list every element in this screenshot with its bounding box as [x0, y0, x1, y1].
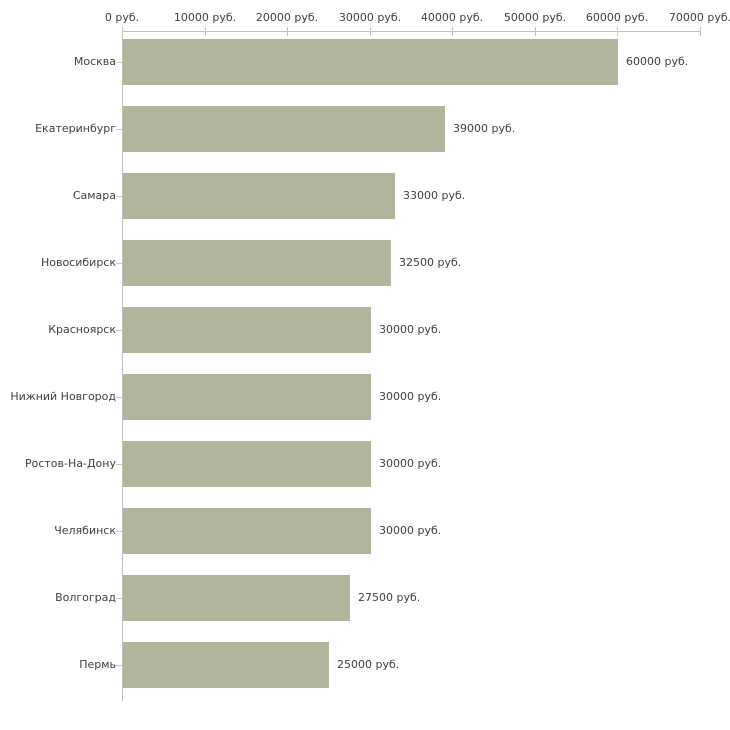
- category-label: Пермь: [79, 658, 116, 671]
- category-label: Москва: [73, 55, 116, 68]
- x-axis-tick-label: 70000 руб.: [668, 11, 730, 24]
- bar-value-label: 32500 руб.: [399, 256, 462, 269]
- bar-value-label: 30000 руб.: [379, 524, 442, 537]
- y-axis-tick: [116, 62, 122, 63]
- bar: [123, 307, 371, 353]
- bar: [123, 642, 329, 688]
- category-label: Ростов-На-Дону: [24, 457, 116, 470]
- y-axis-tick: [116, 665, 122, 666]
- x-axis-tick-label: 20000 руб.: [255, 11, 319, 24]
- bar: [123, 441, 371, 487]
- category-label: Нижний Новгород: [10, 390, 116, 403]
- bar: [123, 240, 391, 286]
- bar-value-label: 30000 руб.: [379, 323, 442, 336]
- bar: [123, 173, 395, 219]
- y-axis-tick: [116, 330, 122, 331]
- bar-value-label: 27500 руб.: [358, 591, 421, 604]
- bar-value-label: 30000 руб.: [379, 457, 442, 470]
- bar-value-label: 25000 руб.: [337, 658, 400, 671]
- bar: [123, 508, 371, 554]
- x-axis-line: [122, 31, 701, 32]
- bar-value-label: 39000 руб.: [453, 122, 516, 135]
- y-axis-tick: [116, 263, 122, 264]
- bar: [123, 575, 350, 621]
- x-axis-tick: [205, 27, 206, 36]
- x-axis-tick: [700, 27, 701, 36]
- x-axis-tick: [287, 27, 288, 36]
- x-axis-tick: [370, 27, 371, 36]
- x-axis-tick: [452, 27, 453, 36]
- bar: [123, 39, 618, 85]
- category-label: Волгоград: [55, 591, 116, 604]
- category-label: Новосибирск: [40, 256, 116, 269]
- bar: [123, 374, 371, 420]
- category-label: Челябинск: [54, 524, 116, 537]
- category-label: Екатеринбург: [35, 122, 116, 135]
- bar-value-label: 60000 руб.: [626, 55, 689, 68]
- x-axis-tick-label: 0 руб.: [104, 11, 140, 24]
- x-axis-tick-label: 60000 руб.: [585, 11, 649, 24]
- y-axis-tick: [116, 129, 122, 130]
- y-axis-tick: [116, 397, 122, 398]
- x-axis-tick-label: 10000 руб.: [173, 11, 237, 24]
- x-axis-tick-label: 50000 руб.: [503, 11, 567, 24]
- x-axis-tick-label: 40000 руб.: [420, 11, 484, 24]
- bar-value-label: 30000 руб.: [379, 390, 442, 403]
- category-label: Красноярск: [48, 323, 116, 336]
- y-axis-line: [122, 31, 123, 701]
- x-axis-tick: [122, 27, 123, 36]
- y-axis-tick: [116, 598, 122, 599]
- y-axis-tick: [116, 196, 122, 197]
- y-axis-tick: [116, 464, 122, 465]
- bar: [123, 106, 445, 152]
- x-axis-tick: [535, 27, 536, 36]
- y-axis-tick: [116, 531, 122, 532]
- x-axis-tick: [617, 27, 618, 36]
- bar-value-label: 33000 руб.: [403, 189, 466, 202]
- category-label: Самара: [72, 189, 116, 202]
- x-axis-tick-label: 30000 руб.: [338, 11, 402, 24]
